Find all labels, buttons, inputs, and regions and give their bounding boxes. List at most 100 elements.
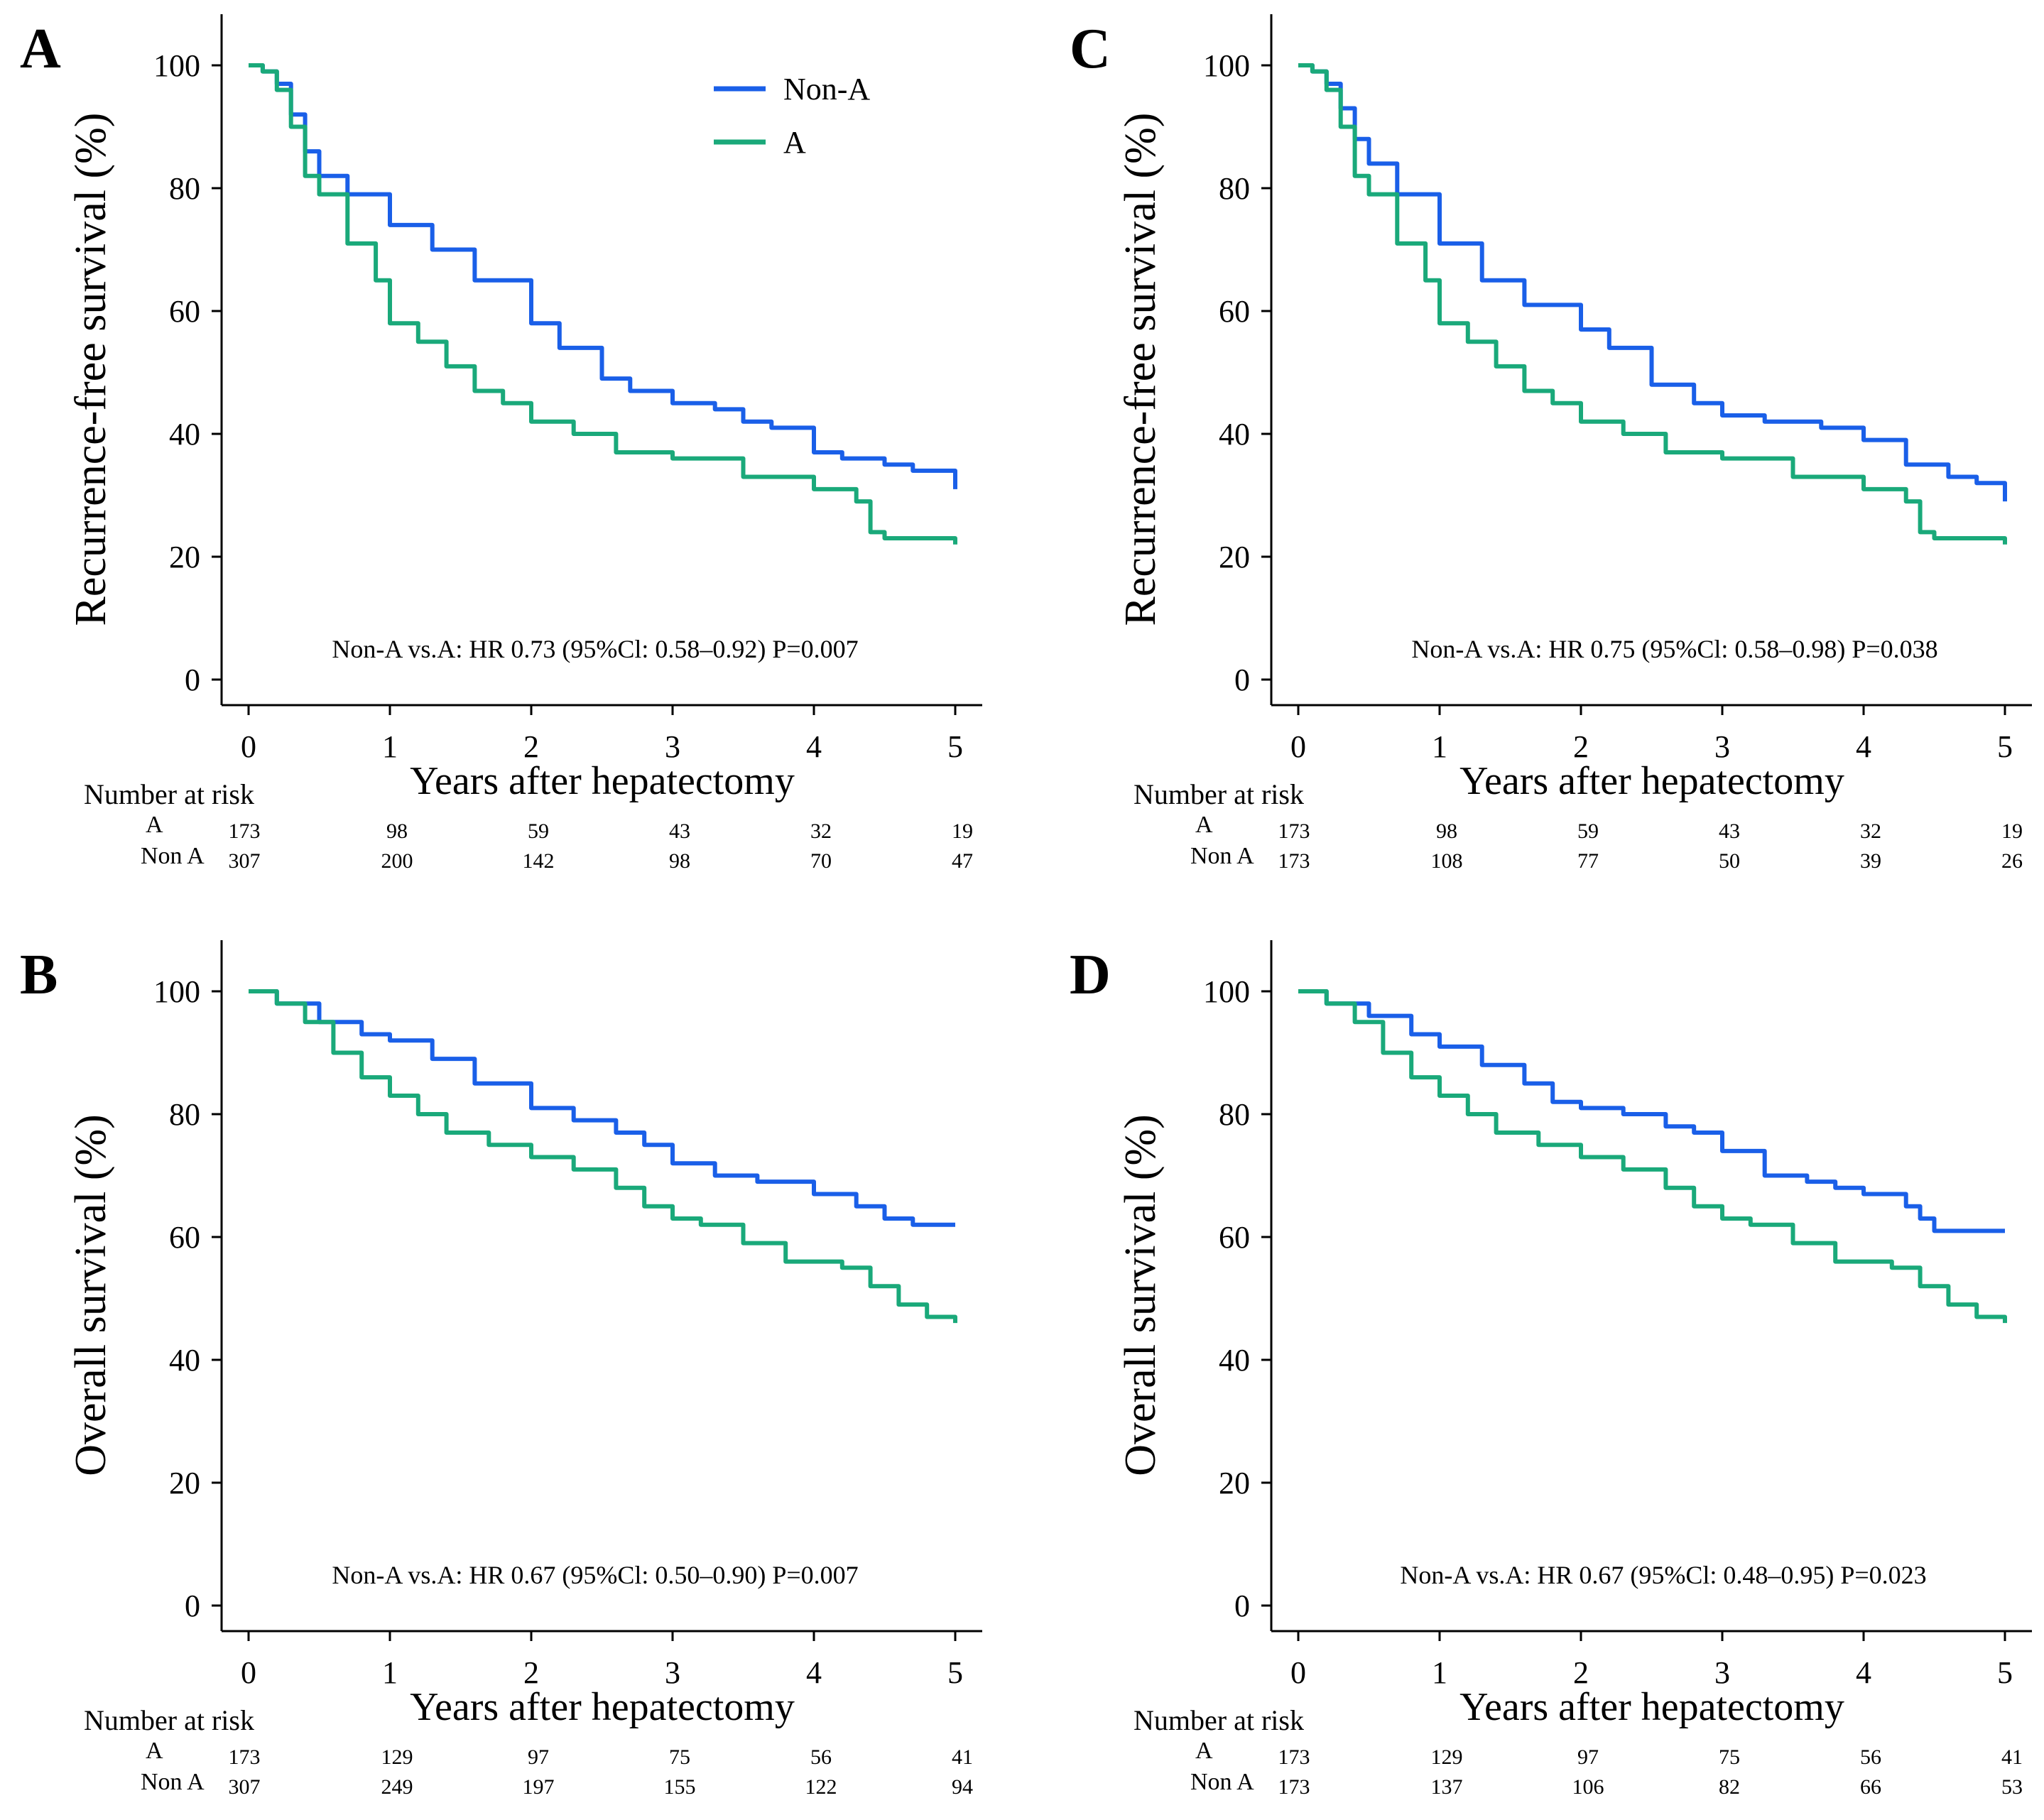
hr-annotation: Non-A vs.A: HR 0.73 (95%Cl: 0.58–0.92) P…: [332, 635, 858, 663]
x-tick-label: 5: [1997, 729, 2013, 764]
x-axis-label: Years after hepatectomy: [1459, 1685, 1844, 1729]
risk-count-non-a: 82: [1719, 1775, 1740, 1799]
curve-non-a: [249, 63, 957, 489]
risk-count-a: 173: [229, 819, 261, 843]
risk-count-a: 173: [1278, 1745, 1310, 1769]
risk-count-non-a: 142: [523, 849, 555, 873]
x-tick-label: 0: [1290, 729, 1306, 764]
curve-non-a: [249, 989, 955, 1227]
y-tick-label: 0: [1234, 1589, 1250, 1623]
risk-count-non-a: 155: [664, 1775, 696, 1799]
curve-a: [1298, 989, 2007, 1324]
risk-count-non-a: 108: [1431, 849, 1463, 873]
risk-count-non-a: 173: [1278, 1775, 1310, 1799]
y-tick-label: 60: [1219, 1220, 1250, 1255]
y-tick-label: 40: [169, 417, 200, 452]
y-tick-label: 40: [169, 1343, 200, 1378]
risk-count-non-a: 94: [952, 1775, 973, 1799]
risk-count-a: 19: [2001, 819, 2023, 843]
y-tick-label: 40: [1219, 417, 1250, 452]
x-tick-label: 4: [1856, 1655, 1871, 1690]
risk-count-a: 98: [386, 819, 408, 843]
risk-count-a: 75: [1719, 1745, 1740, 1769]
risk-row-label-non-a: Non A: [1190, 1769, 1254, 1795]
x-tick-label: 3: [665, 1655, 680, 1690]
risk-count-non-a: 307: [229, 849, 261, 873]
x-tick-label: 5: [1997, 1655, 2013, 1690]
risk-count-non-a: 70: [810, 849, 832, 873]
risk-count-non-a: 197: [523, 1775, 555, 1799]
risk-count-a: 43: [669, 819, 690, 843]
y-tick-label: 80: [1219, 171, 1250, 206]
y-axis-label: Overall survival (%): [1116, 1114, 1165, 1476]
risk-count-non-a: 307: [229, 1775, 261, 1799]
x-tick-label: 1: [1432, 729, 1447, 764]
risk-count-non-a: 137: [1431, 1775, 1463, 1799]
panel-letter: D: [1070, 944, 1111, 1006]
y-tick-label: 0: [185, 1589, 200, 1623]
risk-count-non-a: 26: [2001, 849, 2023, 873]
curve-a: [249, 63, 957, 545]
risk-row-label-non-a: Non A: [141, 843, 205, 869]
y-tick-label: 20: [1219, 1466, 1250, 1500]
x-tick-label: 1: [382, 1655, 398, 1690]
x-tick-label: 2: [1573, 729, 1589, 764]
risk-count-non-a: 50: [1719, 849, 1740, 873]
x-tick-label: 0: [241, 729, 256, 764]
risk-count-a: 19: [952, 819, 973, 843]
risk-count-a: 41: [2001, 1745, 2023, 1769]
y-tick-label: 0: [185, 663, 200, 697]
risk-count-non-a: 122: [805, 1775, 837, 1799]
risk-count-a: 32: [1860, 819, 1881, 843]
risk-count-a: 32: [810, 819, 832, 843]
y-tick-label: 0: [1234, 663, 1250, 697]
panel-D: D 0 20 40 60 80 100 0 1 2 3 4 5 Overall survival (%) Y…: [1070, 940, 2032, 1799]
risk-count-a: 97: [1577, 1745, 1599, 1769]
risk-title: Number at risk: [1134, 1704, 1304, 1736]
y-tick-label: 20: [169, 1466, 200, 1500]
y-tick-label: 20: [1219, 540, 1250, 574]
y-tick-label: 60: [169, 1220, 200, 1255]
risk-count-a: 56: [810, 1745, 832, 1769]
curve-non-a: [1298, 989, 2005, 1233]
risk-count-a: 97: [528, 1745, 549, 1769]
risk-title: Number at risk: [1134, 778, 1304, 810]
risk-count-non-a: 47: [952, 849, 973, 873]
legend-label-a: A: [783, 125, 806, 160]
x-tick-label: 2: [523, 729, 539, 764]
risk-title: Number at risk: [84, 1704, 254, 1736]
y-tick-label: 60: [1219, 294, 1250, 329]
y-tick-label: 100: [153, 974, 200, 1009]
curve-a: [1298, 63, 2007, 545]
risk-count-a: 59: [1577, 819, 1599, 843]
risk-count-a: 75: [669, 1745, 690, 1769]
x-tick-label: 4: [806, 1655, 822, 1690]
y-tick-label: 100: [1203, 48, 1250, 83]
x-tick-label: 4: [1856, 729, 1871, 764]
x-tick-label: 2: [523, 1655, 539, 1690]
risk-count-a: 129: [1431, 1745, 1463, 1769]
risk-count-non-a: 53: [2001, 1775, 2023, 1799]
y-axis-label: Recurrence-free survival (%): [1116, 113, 1165, 626]
x-axis-label: Years after hepatectomy: [410, 1685, 795, 1729]
risk-count-non-a: 39: [1860, 849, 1881, 873]
x-tick-label: 3: [1714, 729, 1730, 764]
risk-count-non-a: 77: [1577, 849, 1599, 873]
y-tick-label: 60: [169, 294, 200, 329]
y-tick-label: 80: [169, 171, 200, 206]
y-axis-label: Recurrence-free survival (%): [67, 113, 115, 626]
y-tick-label: 100: [1203, 974, 1250, 1009]
risk-count-non-a: 173: [1278, 849, 1310, 873]
panel-B: B 0 20 40 60 80 100 0 1 2 3 4 5 Overall survival (%) Y…: [20, 940, 982, 1799]
x-tick-label: 0: [241, 1655, 256, 1690]
x-tick-label: 4: [806, 729, 822, 764]
risk-count-a: 41: [952, 1745, 973, 1769]
x-tick-label: 1: [382, 729, 398, 764]
curve-a: [249, 989, 957, 1324]
risk-row-label-non-a: Non A: [141, 1769, 205, 1795]
risk-title: Number at risk: [84, 778, 254, 810]
risk-row-label-non-a: Non A: [1190, 843, 1254, 869]
panel-letter: A: [20, 18, 61, 80]
curve-non-a: [1298, 63, 2007, 502]
